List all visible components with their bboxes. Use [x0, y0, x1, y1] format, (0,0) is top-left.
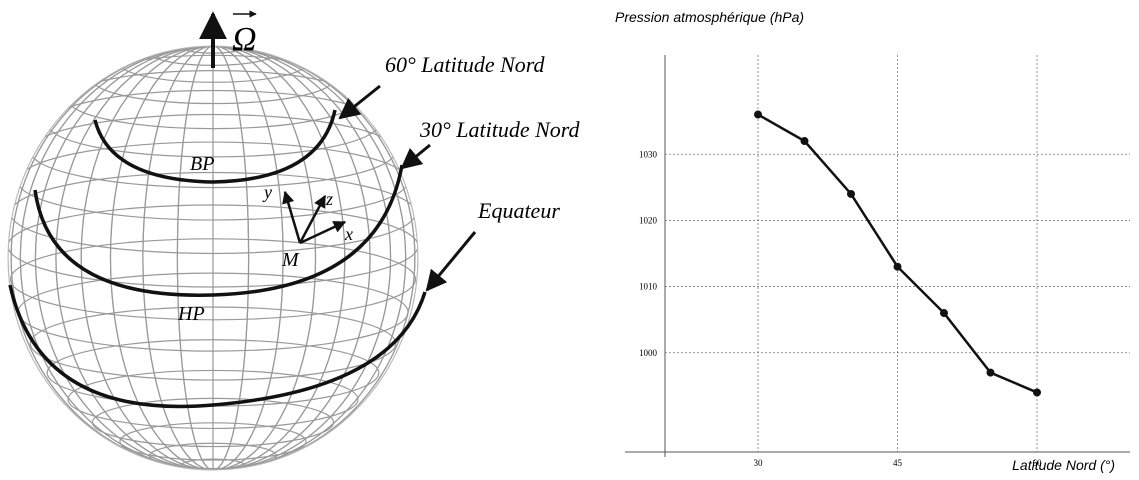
point: [940, 309, 948, 317]
lat30-arrow: [402, 145, 430, 168]
axis-x-label: x: [344, 224, 353, 244]
lat60-label: 60° Latitude Nord: [385, 52, 546, 77]
omega-label: Ω: [232, 21, 257, 58]
low-pressure: BP: [190, 153, 214, 175]
local-frame: [285, 192, 345, 243]
point: [894, 263, 902, 271]
equator-arrow: [427, 232, 475, 290]
x-axis-label: Latitude Nord (°): [1012, 457, 1115, 473]
lat30-label: 30° Latitude Nord: [419, 117, 581, 142]
y-tick-label: 1030: [639, 149, 658, 159]
axis-z-label: z: [325, 189, 333, 209]
high-pressure: HP: [177, 303, 205, 325]
y-tick-label: 1000: [639, 348, 658, 358]
y-tick-label: 1010: [639, 282, 658, 292]
x-tick-label: 60: [1033, 458, 1043, 468]
x-tick-label: 45: [893, 458, 903, 468]
chart: 1000 1010 1020 1030 30 45 60: [625, 55, 1130, 468]
page: Ω 60° Latitude Nord 30° Latitude Nord Eq…: [0, 0, 1139, 480]
axis-y-label: y: [262, 182, 272, 202]
point: [847, 190, 855, 198]
point: [754, 111, 762, 119]
y-tick-label: 1020: [639, 215, 658, 225]
point-label: M: [281, 249, 300, 271]
point: [1033, 388, 1041, 396]
point: [987, 369, 995, 377]
chart-title: Pression atmosphérique (hPa): [615, 9, 804, 25]
equator-label: Equateur: [477, 198, 560, 223]
point: [801, 137, 809, 145]
x-tick-label: 30: [754, 458, 764, 468]
